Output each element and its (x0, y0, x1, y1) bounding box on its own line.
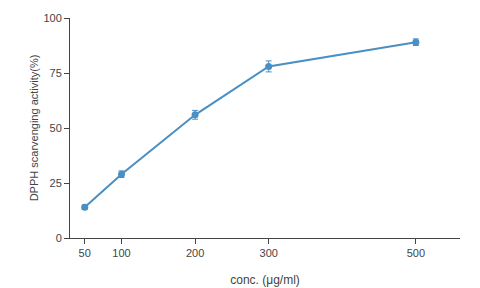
svg-text:conc. (μg/ml): conc. (μg/ml) (230, 273, 300, 287)
svg-text:200: 200 (186, 247, 204, 259)
svg-text:50: 50 (79, 247, 91, 259)
svg-text:50: 50 (50, 122, 62, 134)
svg-text:DPPH scarvenging activity(%): DPPH scarvenging activity(%) (28, 55, 40, 202)
svg-text:0: 0 (56, 232, 62, 244)
svg-text:100: 100 (43, 12, 61, 24)
svg-text:75: 75 (50, 67, 62, 79)
svg-text:100: 100 (112, 247, 130, 259)
svg-text:25: 25 (50, 177, 62, 189)
svg-text:300: 300 (260, 247, 278, 259)
svg-text:500: 500 (407, 247, 425, 259)
